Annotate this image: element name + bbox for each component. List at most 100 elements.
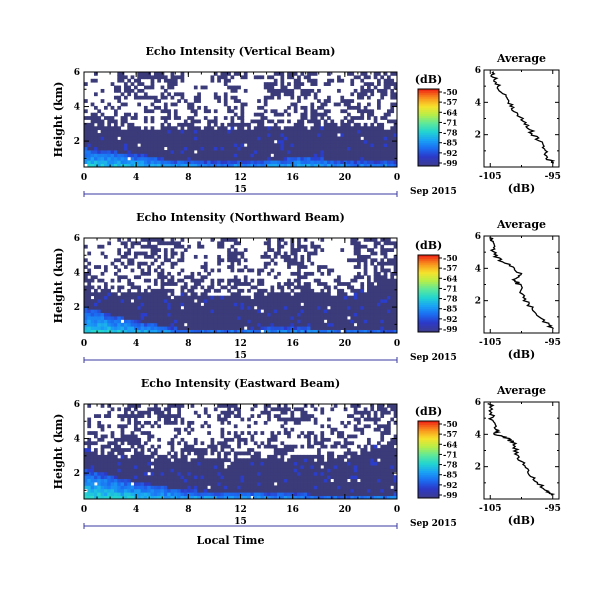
heatmap-cell	[194, 160, 198, 164]
heatmap-cell	[327, 130, 331, 134]
heatmap-cell	[387, 160, 391, 164]
heatmap-cell	[384, 86, 388, 90]
heatmap-cell	[214, 289, 218, 293]
heatmap-cell	[101, 475, 105, 479]
heatmap-cell	[370, 286, 374, 290]
heatmap-cell	[177, 492, 181, 496]
heatmap-cell	[147, 407, 151, 411]
heatmap-cell	[284, 479, 288, 483]
heatmap-cell	[214, 96, 218, 100]
colorbar-tick-label: -50	[443, 87, 458, 97]
heatmap-cell	[137, 479, 141, 483]
heatmap-cell	[171, 133, 175, 137]
heatmap-cell	[304, 465, 308, 469]
heatmap-cell	[257, 485, 261, 489]
heatmap-cell	[184, 475, 188, 479]
heatmap-cell	[97, 123, 101, 127]
heatmap-cell	[387, 238, 391, 242]
heatmap-cell	[260, 116, 264, 120]
heatmap-cell	[161, 143, 165, 147]
heatmap-cell	[191, 326, 195, 330]
heatmap-cell	[300, 157, 304, 161]
heatmap-cell	[357, 272, 361, 276]
heatmap-cell	[327, 269, 331, 273]
heatmap-cell	[347, 299, 351, 303]
heatmap-cell	[221, 489, 225, 493]
heatmap-cell	[154, 479, 158, 483]
heatmap-cell	[237, 150, 241, 154]
heatmap-cell	[280, 472, 284, 476]
heatmap-cell	[250, 475, 254, 479]
heatmap-cell	[154, 468, 158, 472]
heatmap-cell	[187, 479, 191, 483]
colorbar-tick-label: -64	[443, 273, 458, 283]
heatmap-cell	[294, 126, 298, 130]
heatmap-cell	[300, 492, 304, 496]
heatmap-cell	[164, 421, 168, 425]
heatmap-cell	[214, 316, 218, 320]
heatmap-cell	[380, 326, 384, 330]
heatmap-cell	[134, 428, 138, 432]
heatmap-cell	[157, 292, 161, 296]
heatmap-cell	[227, 414, 231, 418]
heatmap-cell	[231, 286, 235, 290]
heatmap-cell	[250, 326, 254, 330]
heatmap-cell	[151, 313, 155, 317]
heatmap-cell	[370, 306, 374, 310]
heatmap-cell	[277, 326, 281, 330]
heatmap-cell	[121, 458, 125, 462]
heatmap-cell	[131, 472, 135, 476]
heatmap-cell	[290, 411, 294, 415]
heatmap-cell	[101, 458, 105, 462]
heatmap-cell	[254, 472, 258, 476]
heatmap-cell	[314, 113, 318, 117]
heatmap-cell	[300, 306, 304, 310]
heatmap-cell	[207, 272, 211, 276]
heatmap-cell	[237, 279, 241, 283]
heatmap-cell	[194, 133, 198, 137]
heatmap-cell	[344, 150, 348, 154]
heatmap-cell	[174, 455, 178, 459]
heatmap-cell	[247, 130, 251, 134]
heatmap-cell	[171, 404, 175, 408]
heatmap-cell	[264, 153, 268, 157]
heatmap-cell	[121, 489, 125, 493]
heatmap-cell	[360, 289, 364, 293]
heatmap-cell	[97, 485, 101, 489]
heatmap-cell	[191, 479, 195, 483]
heatmap-cell	[211, 458, 215, 462]
heatmap-cell	[171, 448, 175, 452]
heatmap-cell	[380, 92, 384, 96]
heatmap-cell	[344, 140, 348, 144]
heatmap-cell	[241, 147, 245, 151]
heatmap-cell	[147, 458, 151, 462]
colorbar-unit: (dB)	[415, 239, 442, 252]
heatmap-cell	[390, 286, 394, 290]
heatmap-cell	[340, 130, 344, 134]
y-tick-label: 6	[74, 68, 80, 78]
heatmap-cell	[284, 160, 288, 164]
heatmap-cell	[317, 89, 321, 93]
heatmap-cell	[101, 428, 105, 432]
heatmap-cell	[214, 150, 218, 154]
heatmap-cell	[117, 133, 121, 137]
heatmap-cell	[247, 302, 251, 306]
heatmap-cell	[374, 265, 378, 269]
heatmap-cell	[284, 492, 288, 496]
heatmap-cell	[337, 316, 341, 320]
heatmap-cell	[101, 306, 105, 310]
heatmap-cell	[277, 475, 281, 479]
heatmap-cell	[204, 316, 208, 320]
heatmap-cell	[204, 289, 208, 293]
heatmap-cell	[151, 79, 155, 83]
heatmap-cell	[280, 424, 284, 428]
heatmap-cell	[234, 452, 238, 456]
heatmap-cell	[374, 126, 378, 130]
heatmap-cell	[124, 147, 128, 151]
heatmap-cell	[151, 245, 155, 249]
heatmap-cell	[250, 485, 254, 489]
heatmap-cell	[300, 407, 304, 411]
heatmap-cell	[270, 248, 274, 252]
heatmap-cell	[307, 282, 311, 286]
heatmap-cell	[164, 479, 168, 483]
